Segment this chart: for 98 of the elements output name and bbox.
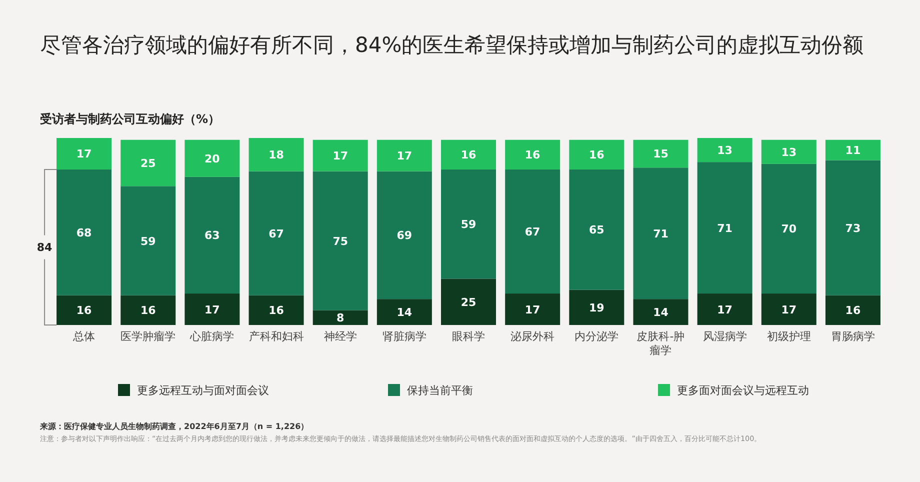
- x-tick-label: 心脏病学: [189, 330, 234, 343]
- data-label: 67: [524, 226, 540, 238]
- data-label: 17: [204, 303, 220, 316]
- bar: [505, 140, 560, 170]
- bar: [697, 294, 752, 325]
- bar: [825, 140, 880, 160]
- data-label: 16: [589, 148, 605, 162]
- bar: [376, 299, 432, 325]
- data-label: 17: [396, 150, 412, 163]
- data-label: 15: [653, 148, 668, 161]
- x-tick-label: 产科和妇科: [248, 330, 304, 343]
- bar: [248, 295, 304, 325]
- bar: [825, 160, 880, 296]
- bar: [312, 171, 368, 310]
- bar: [248, 138, 304, 172]
- data-label: 20: [204, 152, 220, 166]
- bar: [184, 294, 240, 325]
- bar: [825, 295, 880, 325]
- x-tick-label: 风湿病学: [702, 330, 747, 343]
- bar: [633, 140, 688, 168]
- data-label: 13: [781, 146, 797, 159]
- legend-label: 保持当前平衡: [407, 384, 473, 397]
- bar: [120, 186, 176, 296]
- data-label: 17: [76, 148, 92, 161]
- x-tick-label: 皮肤科-肿瘤学: [636, 330, 685, 357]
- data-label: 17: [332, 150, 348, 163]
- data-label: 73: [845, 222, 861, 235]
- annotation: 84: [36, 241, 53, 254]
- data-label: 75: [332, 234, 348, 248]
- x-tick-label: 总体: [72, 330, 96, 343]
- bar: [697, 138, 752, 162]
- data-label: 25: [140, 156, 156, 170]
- data-label: 69: [396, 229, 412, 242]
- bar: [697, 162, 752, 294]
- data-label: 71: [653, 227, 668, 240]
- data-label: 16: [268, 304, 284, 318]
- x-tick-label: 神经学: [324, 330, 357, 343]
- bar: [248, 171, 304, 296]
- bar: [441, 278, 496, 325]
- bar: [56, 169, 112, 296]
- data-label: 16: [460, 148, 476, 162]
- data-label: 14: [653, 306, 669, 320]
- data-label: 17: [717, 303, 732, 316]
- data-label: 70: [781, 222, 797, 236]
- bar: [376, 140, 432, 172]
- legend-label: 更多远程互动与面对面会议: [137, 384, 269, 397]
- bar: [312, 140, 368, 172]
- bar: [633, 299, 688, 325]
- data-label: 63: [204, 229, 220, 242]
- x-tick-label: 泌尿外科: [510, 330, 555, 343]
- bar: [441, 140, 496, 170]
- bar: [56, 138, 112, 170]
- data-label: 13: [717, 144, 732, 158]
- data-label: 25: [460, 296, 476, 309]
- bar: [569, 290, 624, 325]
- bar: [184, 140, 240, 177]
- bar: [376, 171, 432, 300]
- bar: [56, 295, 112, 325]
- data-label: 14: [396, 306, 412, 320]
- bar: [505, 169, 560, 294]
- x-tick-label: 初级护理: [766, 330, 811, 343]
- data-label: 19: [589, 301, 604, 314]
- data-label: 16: [140, 304, 156, 318]
- bar: [569, 140, 624, 170]
- x-tick-label: 眼科学: [452, 330, 485, 343]
- bar: [505, 294, 560, 325]
- data-label: 16: [76, 304, 92, 318]
- data-label: 59: [140, 234, 156, 248]
- x-tick-label: 医学肿瘤学: [120, 330, 176, 343]
- data-label: 59: [460, 218, 476, 232]
- chart-title: 尽管各治疗领域的偏好有所不同，84%的医生希望保持或增加与制药公司的虚拟互动份额: [40, 33, 864, 57]
- data-label: 18: [268, 148, 284, 162]
- x-tick-label: 胃肠病学: [830, 330, 875, 343]
- x-tick-label: 内分泌学: [574, 330, 619, 343]
- data-label: 17: [524, 303, 540, 316]
- bar: [761, 164, 816, 294]
- bar: [569, 169, 624, 290]
- source-note: 来源：医疗保健专业人员生物制药调查，2022年6月至7月（n = 1,226）: [39, 422, 309, 431]
- bar: [761, 140, 816, 164]
- bar: [312, 310, 368, 325]
- data-label: 67: [268, 227, 284, 240]
- bar: [120, 295, 176, 325]
- bar: [184, 176, 240, 294]
- bar: [633, 168, 688, 300]
- data-label: 16: [524, 148, 541, 162]
- data-label: 8: [336, 312, 344, 325]
- data-label: 65: [589, 224, 604, 237]
- data-label: 16: [845, 304, 861, 318]
- bar: [761, 294, 816, 325]
- data-label: 11: [845, 144, 861, 158]
- data-label: 17: [781, 303, 797, 316]
- data-label: 71: [717, 222, 732, 235]
- x-tick-label: 肾脏病学: [382, 330, 426, 343]
- chart-subtitle: 受访者与制药公司互动偏好（%）: [39, 112, 220, 126]
- legend-label: 更多面对面会议与远程互动: [677, 384, 809, 397]
- bar: [441, 169, 496, 279]
- bar: [120, 140, 176, 186]
- data-label: 68: [76, 226, 92, 240]
